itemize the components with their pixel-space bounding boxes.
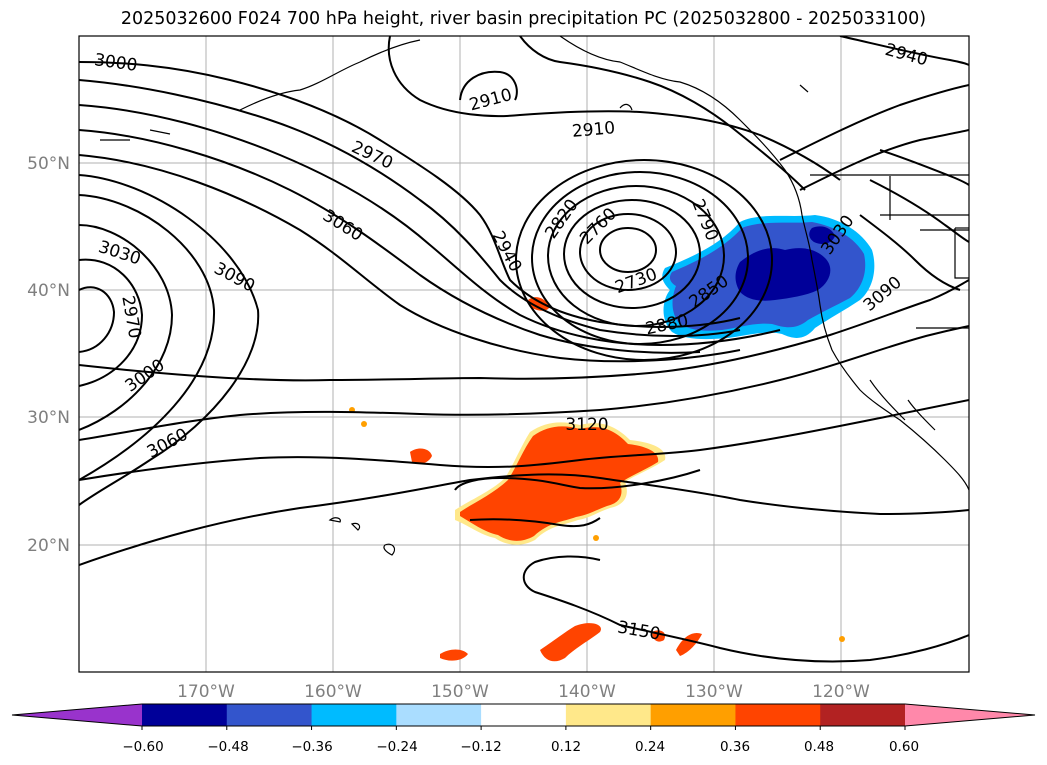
lon-label-150w: 150°W <box>431 682 489 702</box>
colorbar-segment <box>226 704 313 726</box>
colorbar-segment <box>481 704 567 726</box>
lat-label-50n: 50°N <box>27 154 70 174</box>
colorbar-tick-label: −0.48 <box>207 739 248 755</box>
lon-label-120w: 120°W <box>812 682 870 702</box>
map-title: 2025032600 F024 700 hPa height, river ba… <box>120 9 927 29</box>
map-background <box>79 36 969 672</box>
colorbar-tick-label: 0.60 <box>889 739 919 755</box>
colorbar-segment <box>820 704 906 726</box>
latitude-labels: 50°N 40°N 30°N 20°N <box>27 154 70 556</box>
colorbar-segment <box>565 704 652 726</box>
colorbar-tick-label: −0.36 <box>291 739 332 755</box>
coastlines <box>100 36 969 556</box>
lat-label-40n: 40°N <box>27 281 70 301</box>
colorbar-segment <box>142 704 228 726</box>
map-frame <box>78 35 970 673</box>
colorbar-tick-label: 0.36 <box>720 739 750 755</box>
colorbar-tick-label: 0.12 <box>551 739 581 755</box>
colorbar-segment <box>735 704 821 726</box>
colorbar-tick-label: −0.24 <box>376 739 417 755</box>
lat-label-20n: 20°N <box>27 536 70 556</box>
colorbar-extend-low <box>12 704 142 726</box>
height-contours <box>79 36 969 663</box>
lon-label-130w: 130°W <box>685 682 743 702</box>
colorbar-tick-label: −0.12 <box>460 739 501 755</box>
contour-label: 2910 <box>571 118 616 142</box>
lat-label-30n: 30°N <box>27 408 70 428</box>
colorbar-extend-high <box>905 704 1035 726</box>
colorbar-tick-label: −0.60 <box>122 739 163 755</box>
negative-precip-area <box>662 215 875 340</box>
colorbar-segment <box>396 704 482 726</box>
contour-label: 3120 <box>565 415 608 435</box>
colorbar-tick-label: 0.24 <box>635 739 665 755</box>
lon-label-160w: 160°W <box>304 682 362 702</box>
longitude-labels: 170°W 160°W 150°W 140°W 130°W 120°W <box>177 682 870 702</box>
colorbar-segment <box>650 704 736 726</box>
lon-label-140w: 140°W <box>558 682 616 702</box>
colorbar-tick-labels: −0.60 −0.48 −0.36 −0.24 −0.12 0.12 0.24 … <box>122 739 919 755</box>
colorbar-segment <box>311 704 397 726</box>
colorbar-tick-label: 0.48 <box>804 739 834 755</box>
graticule <box>79 36 969 672</box>
colorbar <box>11 703 1036 730</box>
lon-label-170w: 170°W <box>177 682 235 702</box>
